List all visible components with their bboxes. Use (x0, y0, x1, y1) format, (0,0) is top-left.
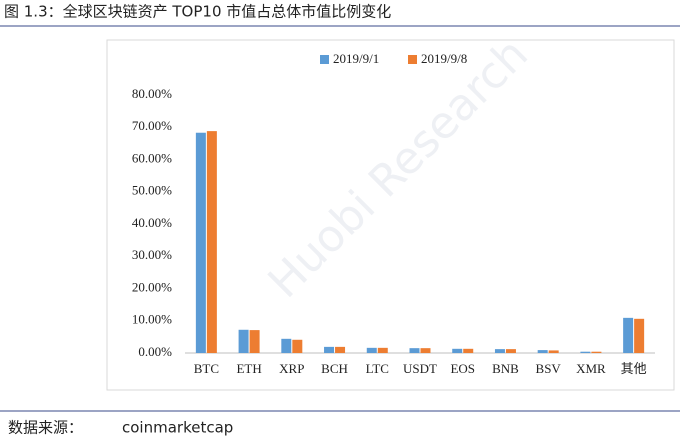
x-tick-label: BCH (321, 361, 348, 376)
y-tick-label: 20.00% (132, 279, 172, 294)
legend-label: 2019/9/1 (333, 51, 379, 66)
x-tick-label: ETH (236, 361, 261, 376)
x-tick-label: 其他 (621, 361, 647, 376)
y-tick-label: 10.00% (132, 312, 172, 327)
bar (366, 347, 377, 353)
bar (623, 317, 634, 353)
caption: 图 1.3：全球区块链资产 TOP10 市值占总体市值比例变化 (4, 3, 391, 21)
y-tick-label: 30.00% (132, 247, 172, 262)
bar (537, 350, 548, 353)
bar (292, 339, 303, 353)
x-tick-label: USDT (403, 361, 437, 376)
x-tick-label: BTC (194, 361, 219, 376)
legend-swatch (408, 55, 417, 64)
y-tick-label: 0.00% (138, 344, 172, 359)
bar (249, 330, 260, 353)
bar (548, 350, 559, 353)
watermark: Huobi Research (259, 29, 538, 308)
bar (238, 329, 249, 353)
bar (335, 346, 346, 353)
bar (377, 347, 388, 353)
y-tick-label: 50.00% (132, 183, 172, 198)
y-tick-label: 70.00% (132, 118, 172, 133)
bar (591, 351, 602, 353)
bar (505, 349, 516, 353)
y-tick-label: 60.00% (132, 150, 172, 165)
x-tick-label: BSV (536, 361, 562, 376)
x-tick-label: XRP (279, 361, 304, 376)
bar (634, 318, 645, 353)
bar (494, 349, 505, 353)
x-tick-label: BNB (492, 361, 519, 376)
y-tick-label: 80.00% (132, 86, 172, 101)
chart-frame (106, 39, 675, 391)
bar (580, 351, 591, 353)
x-tick-label: XMR (576, 361, 606, 376)
x-tick-label: EOS (450, 361, 475, 376)
y-tick-label: 40.00% (132, 215, 172, 230)
bar (463, 348, 474, 353)
legend-label: 2019/9/8 (421, 51, 467, 66)
bar (409, 348, 420, 353)
x-tick-label: LTC (366, 361, 389, 376)
bar (206, 131, 217, 353)
source-value: coinmarketcap (122, 419, 233, 437)
bar (420, 348, 431, 353)
bar (324, 346, 335, 353)
bar (281, 338, 292, 353)
bar (195, 132, 206, 353)
legend-swatch (320, 55, 329, 64)
bar (452, 348, 463, 353)
source-label: 数据来源： (8, 419, 83, 437)
